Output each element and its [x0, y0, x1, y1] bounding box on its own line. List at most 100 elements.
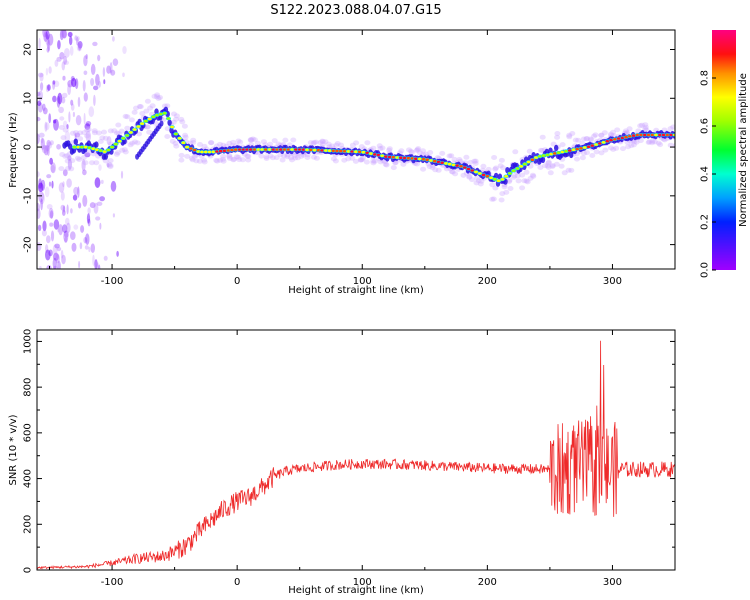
ridge-core: [339, 149, 343, 153]
halo-blob: [377, 159, 384, 165]
snr-x-tick-label: 200: [478, 577, 497, 588]
halo-blob: [637, 123, 644, 129]
noise-speckle: [87, 218, 91, 227]
ridge-core: [140, 122, 145, 125]
halo-blob: [357, 157, 364, 163]
halo-blob: [382, 161, 389, 167]
noise-speckle: [44, 186, 50, 198]
halo-blob: [62, 153, 69, 159]
ridge-core: [335, 149, 340, 153]
halo-blob: [524, 179, 531, 185]
halo-blob: [506, 177, 513, 183]
halo-blob: [128, 117, 135, 123]
halo-blob: [545, 159, 552, 165]
ridge-core: [361, 150, 366, 154]
halo-blob: [379, 145, 386, 151]
noise-speckle: [72, 111, 75, 118]
ridge-core: [125, 134, 130, 137]
halo-blob: [539, 134, 546, 140]
noise-speckle: [99, 196, 105, 202]
noise-speckle: [62, 181, 65, 188]
halo-blob: [60, 135, 67, 141]
noise-speckle: [92, 41, 98, 47]
halo-blob: [124, 114, 131, 120]
noise-speckle: [37, 102, 43, 113]
ridge-core: [661, 133, 666, 137]
snr-x-tick-label: 100: [353, 577, 372, 588]
halo-blob: [472, 161, 479, 166]
ridge-core: [256, 148, 261, 151]
ridge-core: [620, 136, 625, 140]
ridge-core: [136, 125, 141, 128]
halo-blob: [519, 172, 526, 178]
halo-blob: [289, 157, 295, 163]
noise-speckle: [81, 159, 86, 172]
halo-blob: [147, 105, 154, 111]
ridge-core: [515, 167, 520, 170]
noise-speckle: [61, 92, 68, 98]
noise-speckle: [47, 141, 53, 149]
halo-blob: [231, 156, 237, 162]
ridge-core: [248, 148, 253, 151]
halo-blob: [282, 137, 289, 143]
halo-blob: [538, 147, 544, 153]
noise-speckle: [44, 121, 48, 132]
halo-blob: [201, 143, 208, 149]
halo-blob: [245, 157, 252, 163]
noise-speckle: [85, 54, 88, 60]
ridge-core: [444, 162, 449, 165]
ridge-core: [643, 133, 647, 137]
spectrogram-y-ticks: -20 -10 0 10 20: [23, 43, 675, 253]
halo-blob: [472, 158, 479, 164]
halo-blob: [608, 145, 614, 151]
noise-speckle: [82, 195, 88, 207]
noise-speckle: [53, 219, 60, 230]
ridge-core: [586, 145, 591, 148]
ridge-core: [218, 149, 223, 153]
noise-speckle: [37, 133, 40, 145]
halo-blob: [170, 119, 177, 125]
halo-blob: [386, 147, 393, 153]
halo-blob: [460, 172, 467, 178]
noise-speckle: [37, 116, 41, 122]
noise-speckle: [84, 123, 91, 130]
ridge-core: [575, 147, 580, 151]
halo-blob: [235, 154, 242, 160]
noise-speckle: [95, 73, 100, 86]
ridge-core: [98, 149, 103, 152]
halo-blob: [97, 139, 104, 144]
noise-speckle: [37, 202, 40, 212]
ridge-core: [549, 152, 554, 156]
halo-blob: [220, 158, 227, 164]
halo-blob: [313, 155, 320, 161]
noise-speckle: [98, 264, 101, 269]
ridge-core: [567, 149, 572, 152]
halo-blob: [661, 137, 668, 143]
halo-blob: [164, 134, 171, 139]
noise-speckle: [106, 136, 112, 146]
halo-blob: [406, 147, 412, 153]
halo-blob: [492, 166, 499, 172]
noise-speckle: [45, 145, 50, 152]
halo-blob: [164, 126, 171, 132]
ridge-core: [181, 141, 186, 144]
ridge-core: [526, 160, 531, 164]
halo-blob: [132, 139, 138, 145]
snr-x-tick-label: 0: [234, 577, 240, 588]
noise-speckle: [68, 111, 71, 123]
ridge-core: [635, 133, 640, 137]
noise-speckle: [70, 99, 74, 106]
halo-blob: [463, 154, 470, 160]
ridge-core: [158, 112, 163, 116]
noise-speckle: [110, 180, 117, 192]
noise-speckle: [78, 202, 82, 209]
snr-y-tick-label: 800: [23, 378, 34, 397]
ridge-core: [507, 172, 512, 175]
halo-blob: [589, 153, 596, 158]
ridge-core: [290, 148, 295, 151]
halo-blob: [111, 128, 118, 134]
halo-blob: [319, 141, 326, 147]
halo-blob: [151, 93, 158, 99]
snr-y-tick-label: 200: [23, 515, 34, 534]
ridge-core: [173, 132, 178, 136]
